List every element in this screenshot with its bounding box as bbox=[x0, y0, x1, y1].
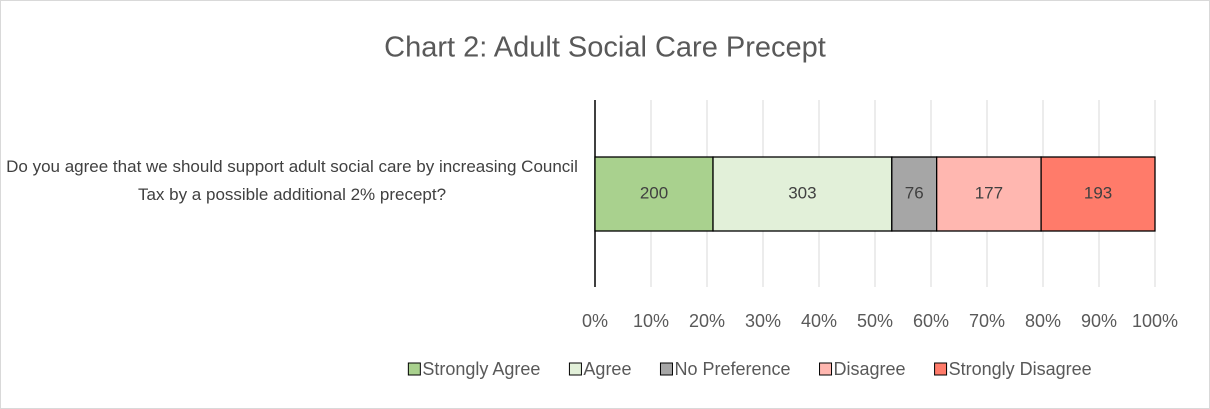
value-label: 76 bbox=[905, 183, 924, 202]
value-label: 303 bbox=[788, 183, 816, 202]
legend-swatch bbox=[819, 362, 833, 376]
x-tick-label: 100% bbox=[1132, 311, 1178, 331]
x-tick-label: 70% bbox=[969, 311, 1005, 331]
bar-segment bbox=[712, 156, 893, 232]
legend-label: Strongly Disagree bbox=[949, 359, 1092, 379]
x-tick-label: 80% bbox=[1025, 311, 1061, 331]
x-tick-label: 20% bbox=[689, 311, 725, 331]
legend-label: Disagree bbox=[834, 359, 906, 379]
value-label: 193 bbox=[1084, 183, 1112, 202]
legend-swatch bbox=[934, 362, 948, 376]
bar-segment bbox=[1040, 156, 1156, 232]
legend-swatch bbox=[568, 362, 582, 376]
x-tick-label: 90% bbox=[1081, 311, 1117, 331]
legend-swatch bbox=[407, 362, 421, 376]
chart-title: Chart 2: Adult Social Care Precept bbox=[384, 32, 826, 64]
x-tick-label: 0% bbox=[582, 311, 608, 331]
bar-segment bbox=[594, 156, 714, 232]
value-label: 200 bbox=[640, 183, 668, 202]
legend-label: Strongly Agree bbox=[422, 359, 540, 379]
category-label: Do you agree that we should support adul… bbox=[6, 157, 578, 204]
x-tick-label: 40% bbox=[801, 311, 837, 331]
bar-segment bbox=[936, 156, 1042, 232]
legend-label: Agree bbox=[583, 359, 631, 379]
x-tick-label: 60% bbox=[913, 311, 949, 331]
value-label: 177 bbox=[975, 183, 1003, 202]
x-tick-label: 10% bbox=[633, 311, 669, 331]
legend-swatch bbox=[659, 362, 673, 376]
x-tick-label: 30% bbox=[745, 311, 781, 331]
legend-label: No Preference bbox=[674, 359, 790, 379]
x-tick-label: 50% bbox=[857, 311, 893, 331]
